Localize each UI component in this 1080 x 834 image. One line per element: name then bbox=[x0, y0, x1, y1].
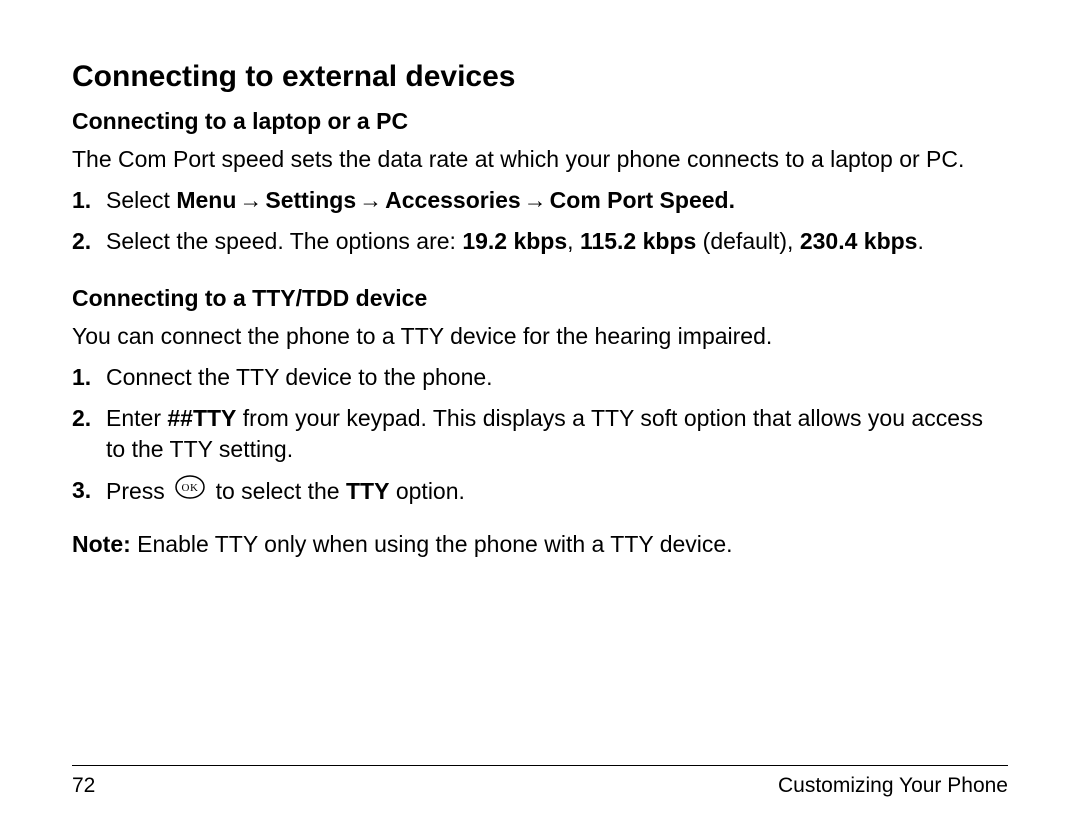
footer-section-title: Customizing Your Phone bbox=[778, 774, 1008, 798]
menu-path-item: Settings bbox=[265, 187, 356, 213]
step-number: 3. bbox=[72, 475, 91, 506]
text-fragment: Enter bbox=[106, 405, 167, 431]
note-label: Note: bbox=[72, 531, 131, 557]
ok-icon-label: OK bbox=[182, 482, 199, 494]
text-fragment: Press bbox=[106, 478, 171, 504]
tty-note: Note: Enable TTY only when using the pho… bbox=[72, 530, 1008, 560]
menu-path-item: Menu bbox=[176, 187, 236, 213]
page-number: 72 bbox=[72, 774, 95, 798]
arrow-icon: → bbox=[356, 185, 385, 216]
ok-button-icon: OK bbox=[175, 475, 205, 507]
section-heading-pc: Connecting to a laptop or a PC bbox=[72, 108, 1008, 135]
tty-step-3: 3. Press OK to select the TTY option. bbox=[72, 475, 1008, 510]
arrow-icon: → bbox=[236, 185, 265, 216]
section-pc-intro: The Com Port speed sets the data rate at… bbox=[72, 145, 1008, 175]
pc-step-2: 2. Select the speed. The options are: 19… bbox=[72, 226, 1008, 257]
text-fragment: (default), bbox=[696, 228, 800, 254]
menu-path-item: Com Port Speed bbox=[550, 187, 729, 213]
step-text: Connect the TTY device to the phone. bbox=[106, 364, 493, 390]
step-number: 1. bbox=[72, 185, 91, 216]
footer-row: 72 Customizing Your Phone bbox=[72, 774, 1008, 798]
tty-step-1: 1. Connect the TTY device to the phone. bbox=[72, 362, 1008, 393]
section-tty-intro: You can connect the phone to a TTY devic… bbox=[72, 322, 1008, 352]
step-text: Enter ##TTY from your keypad. This displ… bbox=[106, 405, 983, 462]
text-fragment: from your keypad. This displays a TTY so… bbox=[106, 405, 983, 462]
footer-divider bbox=[72, 765, 1008, 766]
text-fragment: . bbox=[729, 187, 735, 213]
page-title: Connecting to external devices bbox=[72, 60, 1008, 94]
keypad-code: ##TTY bbox=[167, 405, 236, 431]
note-text: Enable TTY only when using the phone wit… bbox=[131, 531, 733, 557]
page-footer: 72 Customizing Your Phone bbox=[72, 765, 1008, 798]
step-text: Select the speed. The options are: 19.2 … bbox=[106, 228, 924, 254]
text-fragment: to select the bbox=[209, 478, 346, 504]
step-number: 2. bbox=[72, 403, 91, 434]
text-fragment: , bbox=[567, 228, 580, 254]
text-fragment: Select the speed. The options are: bbox=[106, 228, 462, 254]
pc-steps-list: 1. Select Menu→Settings→Accessories→Com … bbox=[72, 185, 1008, 257]
arrow-icon: → bbox=[521, 185, 550, 216]
step-number: 2. bbox=[72, 226, 91, 257]
step-text: Select Menu→Settings→Accessories→Com Por… bbox=[106, 187, 735, 213]
section-tty: Connecting to a TTY/TDD device You can c… bbox=[72, 285, 1008, 560]
section-heading-tty: Connecting to a TTY/TDD device bbox=[72, 285, 1008, 312]
text-fragment: option. bbox=[389, 478, 464, 504]
manual-page: Connecting to external devices Connectin… bbox=[0, 0, 1080, 834]
step-text: Press OK to select the TTY option. bbox=[106, 478, 465, 504]
text-fragment: Select bbox=[106, 187, 176, 213]
menu-path-item: Accessories bbox=[385, 187, 521, 213]
option-value: 115.2 kbps bbox=[580, 228, 696, 254]
pc-step-1: 1. Select Menu→Settings→Accessories→Com … bbox=[72, 185, 1008, 216]
tty-step-2: 2. Enter ##TTY from your keypad. This di… bbox=[72, 403, 1008, 465]
text-fragment: . bbox=[917, 228, 923, 254]
step-number: 1. bbox=[72, 362, 91, 393]
tty-steps-list: 1. Connect the TTY device to the phone. … bbox=[72, 362, 1008, 510]
option-value: 19.2 kbps bbox=[462, 228, 567, 254]
option-value: 230.4 kbps bbox=[800, 228, 918, 254]
option-label: TTY bbox=[346, 478, 389, 504]
